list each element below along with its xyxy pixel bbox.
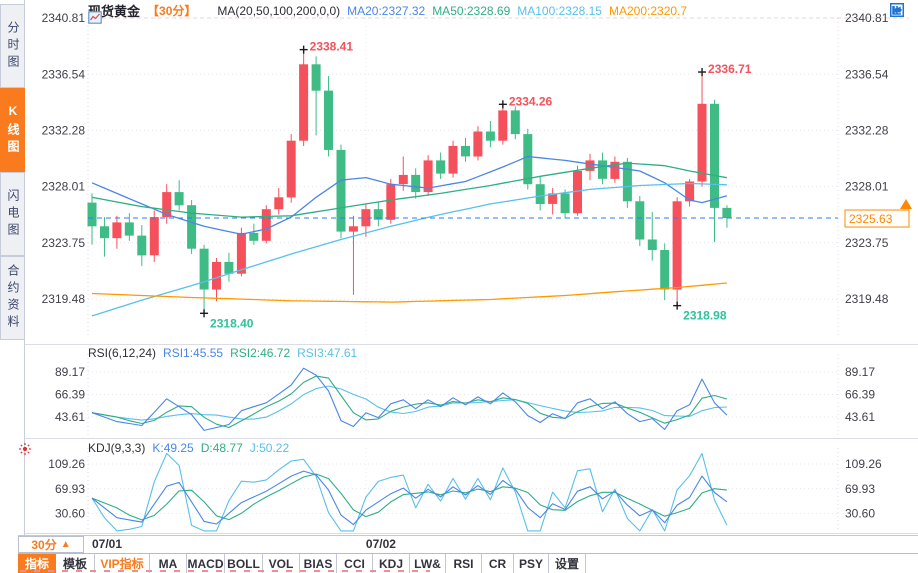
rsi-pane: 89.17 89.17 66.39 66.39 43.61 43.61 [55, 354, 875, 436]
svg-text:2328.01: 2328.01 [845, 180, 889, 194]
sidebar-item-lightning-chart[interactable]: 闪电图 [0, 172, 25, 256]
toolbar-item-settings[interactable]: 设置 [549, 554, 586, 573]
svg-text:69.93: 69.93 [55, 482, 85, 496]
price-up-arrow [900, 199, 912, 210]
export-icon[interactable] [890, 3, 904, 17]
toolbar-item-kdj[interactable]: KDJ [373, 554, 410, 573]
marquee-strip [20, 570, 430, 572]
svg-text:2336.54: 2336.54 [42, 67, 86, 81]
svg-text:89.17: 89.17 [845, 365, 875, 379]
svg-text:2319.48: 2319.48 [42, 292, 86, 306]
toolbar-item-macd[interactable]: MACD [187, 554, 225, 573]
svg-text:89.17: 89.17 [55, 365, 85, 379]
toolbar-item-template[interactable]: 模板 [56, 554, 95, 573]
period-selector[interactable]: 30分 ▲ [18, 536, 84, 553]
current-price-label [844, 209, 910, 228]
toolbar-item-lw[interactable]: LW& [410, 554, 446, 573]
svg-text:2336.71: 2336.71 [708, 62, 752, 76]
svg-text:109.26: 109.26 [48, 457, 85, 471]
period-badge[interactable]: 【30分】 [147, 4, 197, 18]
sidebar-item-label: 合约资料 [6, 264, 20, 332]
toolbar-item-psy[interactable]: PSY [514, 554, 549, 573]
svg-text:43.61: 43.61 [845, 410, 875, 424]
kdj-j-value: J:50.22 [249, 441, 290, 455]
svg-text:43.61: 43.61 [55, 410, 85, 424]
rsi-formula: RSI(6,12,24) [88, 346, 157, 360]
sidebar-item-contract-info[interactable]: 合约资料 [0, 256, 25, 340]
toolbar-item-vol[interactable]: VOL [263, 554, 300, 573]
toolbar-item-vip-indicator[interactable]: VIP指标 [95, 554, 150, 573]
svg-text:2325.63: 2325.63 [849, 212, 893, 226]
svg-text:2332.28: 2332.28 [42, 123, 86, 137]
svg-text:2319.48: 2319.48 [845, 292, 889, 306]
rsi-header: RSI(6,12,24) RSI1:45.55 RSI2:46.72 RSI3:… [88, 346, 357, 360]
sidebar-item-time-chart[interactable]: 分时图 [0, 4, 25, 88]
svg-text:2318.40: 2318.40 [210, 316, 254, 330]
pane-divider [25, 344, 918, 345]
toolbar-item-ma[interactable]: MA [150, 554, 187, 573]
svg-text:2332.28: 2332.28 [845, 123, 889, 137]
pane-divider [25, 533, 918, 534]
toolbar-item-bias[interactable]: BIAS [300, 554, 337, 573]
rsi3-value: RSI3:47.61 [297, 346, 358, 360]
period-up-arrow: ▲ [60, 539, 71, 550]
sidebar-item-label: 闪电图 [6, 188, 20, 240]
svg-text:2334.26: 2334.26 [509, 94, 553, 108]
svg-text:69.93: 69.93 [845, 482, 875, 496]
ma20-value: MA20:2327.32 [347, 3, 426, 18]
date-label: 07/01 [92, 537, 123, 551]
rsi1-value: RSI1:45.55 [163, 346, 224, 360]
pane-divider [25, 438, 918, 439]
svg-text:2318.98: 2318.98 [683, 309, 727, 323]
svg-text:2338.41: 2338.41 [310, 40, 354, 54]
chart-area: 2340.81 2340.81 2336.54 2336.54 2332.28 2332.… [25, 0, 918, 534]
live-indicator-icon [18, 442, 32, 456]
svg-text:2340.81: 2340.81 [845, 11, 889, 25]
svg-text:2340.81: 2340.81 [42, 11, 86, 25]
toolbar-item-cr[interactable]: CR [482, 554, 514, 573]
sidebar-item-label: 分时图 [6, 20, 20, 72]
kdj-k-value: K:49.25 [152, 441, 194, 455]
sidebar: 分时图 K线图闪电图合约资料 [0, 0, 25, 535]
kdj-header: KDJ(9,3,3) K:49.25 D:48.77 J:50.22 [88, 441, 289, 455]
indicator-toolbar: 指标 模板 VIP指标 MA MACD BOLL VOL BIAS CCI KDJ LW& RSI CR… [18, 553, 918, 573]
svg-text:2336.54: 2336.54 [845, 67, 889, 81]
chart-header: 现货黄金 【30分】 MA(20,50,100,200,0,0) MA20:23… [88, 1, 688, 24]
candlestick-chart: 2340.81 2340.81 2336.54 2336.54 2332.28 2332.… [42, 11, 912, 335]
svg-text:30.60: 30.60 [845, 507, 875, 521]
rsi2-value: RSI2:46.72 [230, 346, 291, 360]
ma50-value: MA50:2328.69 [432, 3, 511, 18]
ma200-value: MA200:2320.7 [608, 3, 688, 18]
kdj-d-value: D:48.77 [200, 441, 243, 455]
svg-text:109.26: 109.26 [845, 457, 882, 471]
toolbar-item-indicator[interactable]: 指标 [18, 554, 56, 573]
toolbar-item-rsi[interactable]: RSI [446, 554, 482, 573]
period-label: 30分 [31, 538, 57, 552]
sidebar-item-kline-chart[interactable]: K线图 [0, 88, 25, 172]
svg-text:30.60: 30.60 [55, 507, 85, 521]
date-label: 07/02 [365, 537, 396, 551]
ma-formula: MA(20,50,100,200,0,0) [217, 3, 341, 18]
svg-text:2323.75: 2323.75 [42, 236, 86, 250]
toolbar-item-boll[interactable]: BOLL [225, 554, 263, 573]
toolbar-item-cci[interactable]: CCI [337, 554, 373, 573]
kdj-formula: KDJ(9,3,3) [88, 441, 146, 455]
time-axis: 30分 ▲ 07/01 07/02 [18, 535, 918, 554]
svg-text:2323.75: 2323.75 [845, 236, 889, 250]
kdj-pane: 109.26 109.26 69.93 69.93 30.60 30.60 [48, 448, 882, 532]
ma100-value: MA100:2328.15 [517, 3, 602, 18]
svg-text:2328.01: 2328.01 [42, 180, 86, 194]
svg-text:66.39: 66.39 [845, 387, 875, 401]
sidebar-item-label: K线图 [6, 103, 20, 157]
svg-text:66.39: 66.39 [55, 387, 85, 401]
